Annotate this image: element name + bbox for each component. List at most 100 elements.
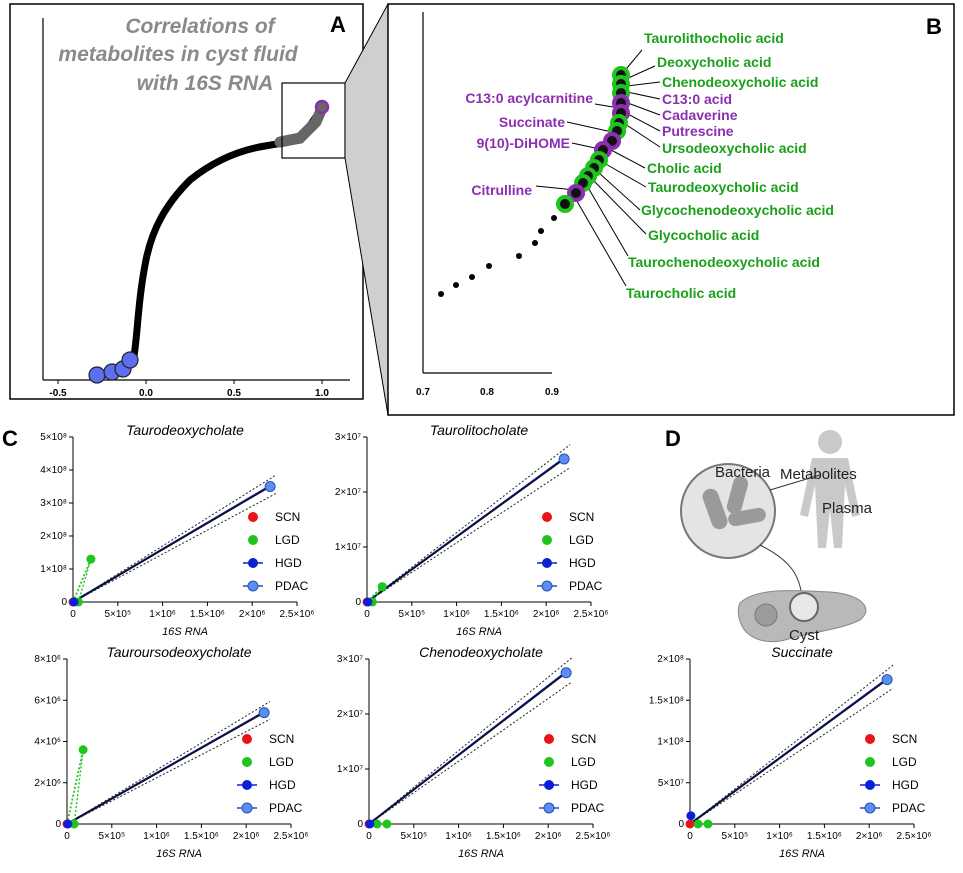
- label-glycocholic: Glycocholic acid: [648, 227, 759, 243]
- y-tick-label: 5×10⁷: [658, 778, 685, 789]
- panel-a-point: [121, 351, 139, 369]
- point-pdac: [881, 674, 893, 686]
- panel-b-point: [538, 228, 544, 234]
- mini-chart-1: Taurodeoxycholate 16S RNA 0 5×10⁵ 1×10⁶ 1.5×1…: [40, 422, 314, 638]
- y-tick-label: 0: [357, 819, 363, 830]
- leader-line: [625, 65, 656, 80]
- panel-a-point: [88, 366, 106, 384]
- leader-line: [626, 81, 661, 87]
- panel-a-x-tick: -0.5: [49, 388, 67, 399]
- y-tick-label: 8×10⁶: [34, 654, 61, 665]
- fit-line: [72, 485, 271, 603]
- legend-label-scn: SCN: [571, 732, 596, 746]
- x-tick-label: 1×10⁶: [443, 609, 470, 620]
- panel-a-title-line-2: metabolites in cyst fluid: [58, 43, 298, 66]
- legend-label-pdac: PDAC: [569, 579, 603, 593]
- y-tick-label: 3×10⁷: [335, 432, 362, 443]
- legend-marker-lgd: [542, 535, 552, 545]
- panel-b-leader-lines: [535, 49, 661, 287]
- leader-line: [621, 121, 661, 148]
- legend-label-hgd: HGD: [569, 556, 596, 570]
- x-tick-label: 1.5×10⁶: [484, 609, 519, 620]
- point-pdac: [258, 707, 270, 719]
- x-tick-label: 2×10⁶: [533, 609, 560, 620]
- legend-label-hgd: HGD: [571, 778, 598, 792]
- leader-line: [585, 183, 629, 257]
- legend-label-lgd: LGD: [892, 755, 917, 769]
- label-chenodeoxycholic: Chenodeoxycholic acid: [662, 74, 818, 90]
- panel-b-point-purple: [567, 184, 585, 202]
- y-tick-label: 0: [61, 597, 67, 608]
- panel-a-title-line-1: Correlations of: [125, 15, 276, 38]
- legend-marker-lgd: [544, 757, 554, 767]
- point-pdac: [558, 453, 570, 465]
- label-putrescine: Putrescine: [662, 123, 734, 139]
- legend-label-pdac: PDAC: [275, 579, 309, 593]
- label-ursodeoxycholic: Ursodeoxycholic acid: [662, 140, 807, 156]
- pancreas-lobe: [754, 603, 778, 627]
- point-pdac: [560, 667, 572, 679]
- panel-d: D Bacteria Metabolites Plasma Cyst: [665, 426, 873, 644]
- panel-d-letter: D: [665, 426, 681, 451]
- legend-marker-hgd: [542, 558, 552, 568]
- x-tick-label: 2×10⁶: [233, 831, 260, 842]
- confidence-band-lower: [368, 681, 573, 825]
- panel-b-point: [486, 263, 492, 269]
- panel-a-blue-points: [88, 351, 139, 384]
- y-tick-label: 6×10⁶: [34, 695, 61, 706]
- point-hgd: [363, 597, 373, 607]
- x-tick-label: 5×10⁵: [98, 831, 125, 842]
- panel-a-x-ticks: -0.5 0.0 0.5 1.0: [49, 388, 329, 399]
- y-tick-label: 1×10⁸: [40, 564, 67, 575]
- mini-chart-5: Succinate 16S RNA 0 5×10⁵ 1×10⁶ 1.5×10⁶ 2×10⁶ 2…: [649, 644, 932, 860]
- panel-b-point: [469, 274, 475, 280]
- label-plasma: Plasma: [822, 500, 873, 517]
- label-c13-acid: C13:0 acid: [662, 91, 732, 107]
- leader-line: [591, 178, 647, 235]
- point-pdac: [264, 481, 276, 492]
- legend-label-lgd: LGD: [269, 755, 294, 769]
- panel-a-gray-top-points: [274, 102, 328, 148]
- chart-title: Tauroursodeoxycholate: [106, 644, 251, 660]
- panel-b-x-tick: 0.8: [480, 387, 494, 398]
- label-glycochenodeoxycholic: Glycochenodeoxycholic acid: [641, 202, 834, 218]
- legend-marker-hgd: [242, 780, 252, 790]
- panel-a-x-tick: 0.5: [227, 388, 241, 399]
- panel-a-point-top: [314, 99, 330, 115]
- leader-line: [566, 121, 613, 133]
- mini-charts: Taurodeoxycholate 16S RNA 0 5×10⁵ 1×10⁶ 1.5×1…: [34, 422, 931, 860]
- bacteria-zoom-circle: [680, 463, 776, 559]
- y-tick-label: 4×10⁸: [40, 465, 67, 476]
- panel-a-x-tick: 1.0: [315, 388, 329, 399]
- legend-label-lgd: LGD: [569, 533, 594, 547]
- x-tick-label: 1.5×10⁶: [190, 609, 225, 620]
- legend-label-hgd: HGD: [892, 778, 919, 792]
- y-tick-label: 5×10⁸: [40, 432, 67, 443]
- x-axis-label: 16S RNA: [458, 848, 504, 860]
- panel-c-letter: C: [2, 426, 18, 451]
- legend-marker-lgd: [242, 757, 252, 767]
- y-tick-label: 0: [55, 819, 61, 830]
- legend-marker-pdac: [543, 802, 555, 814]
- lgd-fit-line: [66, 749, 85, 825]
- x-tick-label: 5×10⁵: [721, 831, 748, 842]
- panel-b-point-green: [556, 195, 574, 213]
- panel-b-point: [551, 215, 557, 221]
- panel-b-frame: [387, 3, 955, 416]
- chart-title: Chenodeoxycholate: [419, 644, 543, 660]
- x-tick-label: 2.5×10⁶: [274, 831, 309, 842]
- label-dihome: 9(10)-DiHOME: [477, 135, 570, 151]
- point-lgd: [78, 745, 88, 755]
- legend-marker-hgd: [865, 780, 875, 790]
- panel-a-x-tick: 0.0: [139, 388, 153, 399]
- y-tick-label: 1×10⁷: [337, 764, 364, 775]
- panel-b-letter: B: [926, 14, 942, 39]
- human-silhouette-icon: [800, 430, 860, 548]
- y-tick-label: 0: [355, 597, 361, 608]
- label-cyst: Cyst: [789, 627, 820, 644]
- bacteria-icon: [702, 476, 766, 530]
- point-lgd: [693, 819, 703, 829]
- label-metabolites: Metabolites: [780, 466, 857, 483]
- x-tick-label: 5×10⁵: [400, 831, 427, 842]
